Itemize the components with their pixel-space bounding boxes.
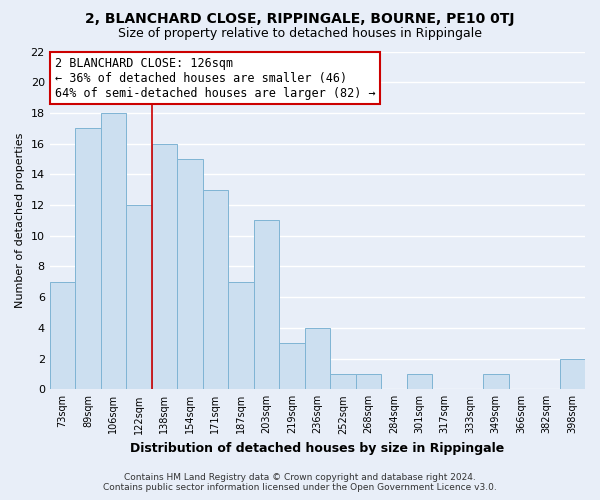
Bar bbox=[356, 374, 381, 390]
Bar bbox=[330, 374, 356, 390]
Bar bbox=[101, 113, 126, 390]
Text: Size of property relative to detached houses in Rippingale: Size of property relative to detached ho… bbox=[118, 28, 482, 40]
Bar bbox=[203, 190, 228, 390]
Bar bbox=[254, 220, 279, 390]
Bar bbox=[228, 282, 254, 390]
Bar bbox=[560, 358, 585, 390]
Bar bbox=[279, 343, 305, 390]
X-axis label: Distribution of detached houses by size in Rippingale: Distribution of detached houses by size … bbox=[130, 442, 505, 455]
Text: Contains HM Land Registry data © Crown copyright and database right 2024.
Contai: Contains HM Land Registry data © Crown c… bbox=[103, 473, 497, 492]
Bar bbox=[152, 144, 177, 390]
Text: 2, BLANCHARD CLOSE, RIPPINGALE, BOURNE, PE10 0TJ: 2, BLANCHARD CLOSE, RIPPINGALE, BOURNE, … bbox=[85, 12, 515, 26]
Bar bbox=[407, 374, 432, 390]
Bar bbox=[305, 328, 330, 390]
Bar bbox=[177, 159, 203, 390]
Bar bbox=[50, 282, 75, 390]
Y-axis label: Number of detached properties: Number of detached properties bbox=[15, 132, 25, 308]
Bar bbox=[126, 205, 152, 390]
Bar bbox=[75, 128, 101, 390]
Text: 2 BLANCHARD CLOSE: 126sqm
← 36% of detached houses are smaller (46)
64% of semi-: 2 BLANCHARD CLOSE: 126sqm ← 36% of detac… bbox=[55, 56, 376, 100]
Bar bbox=[483, 374, 509, 390]
